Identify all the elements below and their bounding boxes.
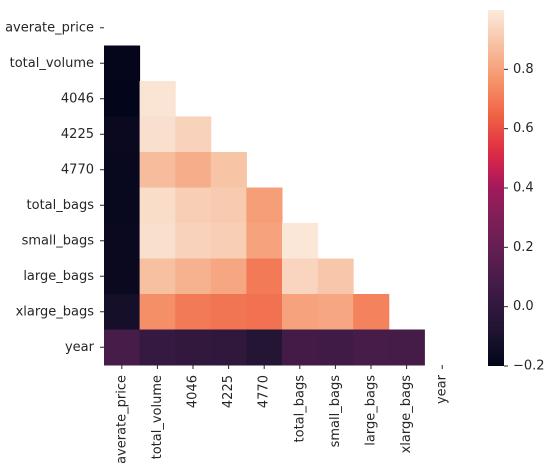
x-tick-labels: averate_price total_volume 4046 4225 4770 tot…	[114, 365, 450, 464]
heatmap-cell-xlarge_bags-4225	[210, 294, 247, 330]
heatmap-cell-xlarge_bags-4046	[175, 294, 212, 330]
heatmap-cell-large_bags-averate_price	[104, 258, 141, 295]
heatmap-cell-total_bags-4225	[210, 187, 247, 224]
heatmap-cell-year-averate_price	[104, 329, 141, 366]
colorbar-tick-label: 0.6	[513, 121, 534, 136]
heatmap-cell-year-4225	[210, 329, 247, 366]
colorbar-tick-label: 0.0	[513, 299, 534, 314]
heatmap-cell-large_bags-4046	[175, 258, 212, 295]
colorbar-tick-label: 0.8	[513, 62, 534, 77]
x-tick-label: 4225	[221, 375, 236, 408]
heatmap-cell-4770-averate_price	[104, 152, 141, 188]
y-tick-label: large_bags	[23, 269, 94, 284]
y-tick-label: year	[65, 340, 95, 355]
heatmap-cells	[104, 45, 425, 366]
colorbar: −0.2 0.0 0.2 0.4 0.6 0.8	[488, 10, 545, 374]
y-tick-label: small_bags	[22, 233, 95, 248]
heatmap-cell-xlarge_bags-4770	[246, 294, 283, 330]
heatmap-cell-year-large_bags	[353, 329, 390, 366]
heatmap-cell-small_bags-total_bags	[282, 223, 319, 259]
heatmap-cell-xlarge_bags-large_bags	[353, 294, 390, 330]
x-tick-label: year	[435, 374, 450, 404]
heatmap-cell-small_bags-4770	[246, 223, 283, 259]
colorbar-tick-label: 0.2	[513, 240, 534, 255]
y-tick-label: 4046	[61, 91, 94, 106]
x-tick-label: averate_price	[114, 375, 129, 464]
heatmap-cell-year-total_volume	[139, 329, 176, 366]
heatmap-cell-total_bags-total_volume	[139, 187, 176, 224]
heatmap-cell-xlarge_bags-small_bags	[317, 294, 354, 330]
y-tick-label: total_volume	[10, 56, 94, 71]
heatmap-cell-4046-averate_price	[104, 81, 141, 117]
heatmap-cell-4770-total_volume	[139, 152, 176, 188]
y-tick-label: xlarge_bags	[16, 304, 95, 319]
colorbar-tick-label: −0.2	[513, 359, 545, 374]
x-tick-label: total_bags	[292, 375, 307, 443]
heatmap-cell-4046-total_volume	[139, 81, 176, 117]
heatmap-cell-large_bags-4770	[246, 258, 283, 295]
colorbar-gradient	[488, 10, 504, 366]
heatmap-cell-year-xlarge_bags	[388, 329, 425, 366]
heatmap-cell-total_volume-averate_price	[104, 45, 141, 82]
heatmap-cell-small_bags-4046	[175, 223, 212, 259]
heatmap-cell-small_bags-total_volume	[139, 223, 176, 259]
x-tick-label: total_volume	[150, 375, 165, 459]
y-tick-label: 4770	[61, 162, 94, 177]
heatmap-cell-xlarge_bags-total_bags	[282, 294, 319, 330]
heatmap-cell-large_bags-total_volume	[139, 258, 176, 295]
heatmap-cell-year-total_bags	[282, 329, 319, 366]
x-tick-label: 4046	[186, 375, 201, 408]
heatmap-cell-4225-4046	[175, 116, 212, 153]
heatmap-cell-large_bags-4225	[210, 258, 247, 295]
heatmap-cell-large_bags-total_bags	[282, 258, 319, 295]
heatmap-cell-total_bags-4770	[246, 187, 283, 224]
heatmap-cell-year-4046	[175, 329, 212, 366]
heatmap-cell-xlarge_bags-averate_price	[104, 294, 141, 330]
heatmap-cell-small_bags-4225	[210, 223, 247, 259]
heatmap-cell-large_bags-small_bags	[317, 258, 354, 295]
heatmap-cell-4770-4225	[210, 152, 247, 188]
x-tick-label: 4770	[257, 375, 272, 408]
heatmap-cell-4770-4046	[175, 152, 212, 188]
colorbar-tick-label: 0.4	[513, 181, 534, 196]
y-tick-label: 4225	[61, 127, 94, 142]
x-tick-label: xlarge_bags	[399, 375, 414, 454]
heatmap-cell-xlarge_bags-total_volume	[139, 294, 176, 330]
y-tick-label: total_bags	[27, 198, 95, 213]
y-tick-label: averate_price	[5, 20, 94, 35]
heatmap-cell-4225-total_volume	[139, 116, 176, 153]
heatmap-cell-total_bags-4046	[175, 187, 212, 224]
y-tick-labels: averate_price total_volume 4046 4225 4770 tot…	[5, 20, 104, 355]
heatmap-cell-total_bags-averate_price	[104, 187, 141, 224]
heatmap-cell-4225-averate_price	[104, 116, 141, 153]
heatmap-cell-year-small_bags	[317, 329, 354, 366]
x-tick-label: small_bags	[328, 375, 343, 448]
x-tick-label: large_bags	[364, 375, 379, 446]
heatmap-cell-small_bags-averate_price	[104, 223, 141, 259]
heatmap-cell-year-4770	[246, 329, 283, 366]
